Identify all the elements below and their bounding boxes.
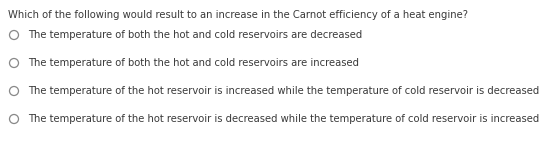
Text: Which of the following would result to an increase in the Carnot efficiency of a: Which of the following would result to a…	[8, 10, 468, 20]
Text: The temperature of both the hot and cold reservoirs are increased: The temperature of both the hot and cold…	[28, 58, 359, 68]
Text: The temperature of the hot reservoir is decreased while the temperature of cold : The temperature of the hot reservoir is …	[28, 114, 539, 124]
Text: The temperature of both the hot and cold reservoirs are decreased: The temperature of both the hot and cold…	[28, 30, 362, 40]
Text: The temperature of the hot reservoir is increased while the temperature of cold : The temperature of the hot reservoir is …	[28, 86, 539, 96]
